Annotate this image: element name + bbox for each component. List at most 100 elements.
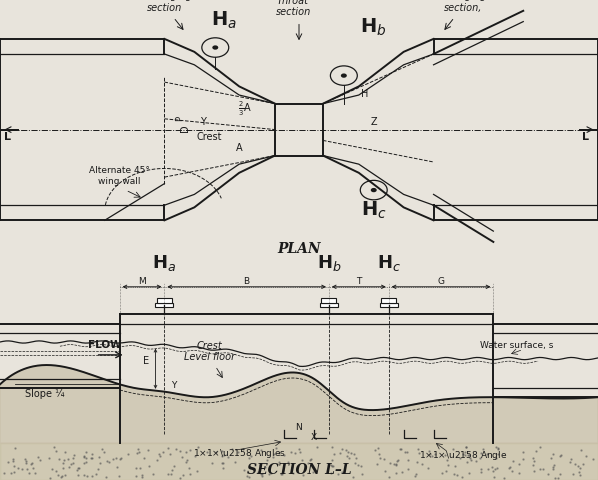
Point [185, 446, 195, 454]
Point [306, 456, 315, 464]
Point [353, 461, 363, 468]
Point [274, 458, 284, 466]
Point [181, 458, 190, 466]
Point [455, 455, 465, 462]
Point [529, 457, 539, 465]
Point [556, 452, 565, 460]
Point [148, 470, 158, 478]
Point [21, 459, 30, 467]
Bar [157, 298, 172, 303]
Point [543, 470, 553, 478]
Point [137, 473, 147, 480]
Point [555, 470, 565, 478]
Point [489, 473, 499, 480]
Point [276, 470, 286, 478]
Point [373, 444, 383, 452]
Circle shape [212, 45, 218, 50]
Point [163, 444, 173, 451]
Text: A: A [236, 143, 243, 153]
Point [131, 464, 141, 472]
Point [581, 452, 591, 460]
Point [64, 456, 74, 463]
Point [103, 458, 113, 466]
Text: Alternate 45°
wing wall: Alternate 45° wing wall [89, 166, 150, 186]
Point [238, 445, 248, 453]
Point [548, 450, 558, 458]
Point [443, 461, 453, 469]
Point [424, 447, 434, 455]
Point [492, 465, 502, 472]
Point [166, 470, 176, 478]
Point [449, 470, 459, 478]
Bar [155, 303, 173, 307]
Point [553, 474, 563, 480]
Point [83, 472, 92, 480]
Point [155, 452, 164, 460]
Point [489, 467, 498, 474]
Point [531, 447, 541, 455]
Point [576, 446, 586, 454]
Point [14, 464, 23, 471]
Point [184, 465, 194, 472]
Point [20, 456, 30, 463]
Point [492, 454, 501, 462]
Point [374, 450, 384, 458]
Point [450, 462, 460, 470]
Point [588, 455, 598, 463]
Point [550, 474, 560, 480]
Point [33, 453, 43, 460]
Point [327, 461, 336, 469]
Point [258, 473, 267, 480]
Point [112, 454, 121, 462]
Point [163, 470, 173, 478]
Point [453, 471, 462, 479]
Text: Diverging
section,: Diverging section, [440, 0, 487, 13]
Point [208, 459, 217, 467]
Point [64, 463, 74, 470]
Point [329, 450, 339, 458]
Point [344, 454, 354, 461]
Point [403, 456, 413, 464]
Point [465, 454, 475, 462]
Point [116, 454, 126, 462]
Point [82, 448, 91, 456]
Point [397, 468, 407, 476]
Point [457, 473, 466, 480]
Point [327, 456, 337, 464]
Text: P: P [175, 116, 184, 121]
Text: SECTION L–L: SECTION L–L [247, 464, 351, 478]
Text: Y: Y [200, 117, 206, 127]
Point [303, 459, 313, 467]
Point [270, 450, 279, 458]
Point [414, 445, 423, 453]
Point [404, 465, 413, 473]
Point [131, 472, 141, 480]
Point [477, 449, 486, 457]
Point [528, 462, 538, 469]
Point [402, 448, 412, 456]
Point [347, 449, 356, 457]
Text: PLAN: PLAN [277, 242, 321, 256]
Point [491, 444, 501, 451]
Text: Crest
Level floor: Crest Level floor [184, 341, 235, 362]
Bar [382, 298, 396, 303]
Point [356, 462, 365, 470]
Point [490, 465, 500, 473]
Point [182, 456, 191, 463]
Point [441, 467, 451, 475]
Point [60, 456, 69, 464]
Point [427, 452, 437, 459]
Text: N: N [295, 423, 303, 432]
Point [133, 445, 142, 453]
Point [22, 465, 32, 472]
Text: L: L [582, 132, 589, 143]
Point [401, 448, 410, 456]
Point [49, 444, 59, 451]
Point [257, 470, 266, 478]
Point [154, 450, 164, 457]
Point [463, 451, 473, 459]
Point [95, 459, 105, 467]
Point [167, 467, 177, 474]
Point [466, 456, 475, 464]
Text: $\mathbf{H}_c$: $\mathbf{H}_c$ [361, 200, 387, 221]
